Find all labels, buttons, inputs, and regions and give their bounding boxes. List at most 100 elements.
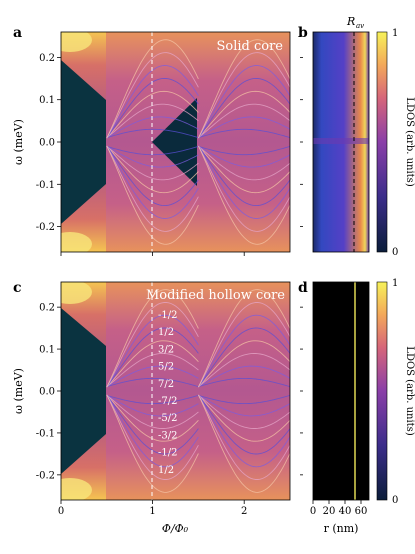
band-curve xyxy=(106,145,199,232)
band-curve xyxy=(106,65,199,139)
panel-d-frame xyxy=(312,281,370,501)
band-curve xyxy=(198,302,290,388)
panel-a-label: a xyxy=(13,25,22,41)
panel-d: d 0 20 40 60 r (nm) 1 0 LDOS (arb. units) xyxy=(298,278,415,535)
panel-c-x-ticks: 0 1 2 xyxy=(58,500,247,517)
band-curve xyxy=(198,145,290,219)
panel-a-x-ticks xyxy=(60,252,245,256)
mj-label: -5/2 xyxy=(158,413,177,424)
band-curve xyxy=(106,394,199,468)
band-curve xyxy=(198,128,290,139)
band-curve xyxy=(106,377,199,388)
x-tick-label: 20 xyxy=(323,506,336,517)
band-curve xyxy=(198,145,290,156)
y-tick-label: -0.1 xyxy=(36,180,55,191)
panel-c-bands xyxy=(106,289,290,493)
x-tick-label: 1 xyxy=(149,506,155,517)
y-tick-label: 0.2 xyxy=(39,53,55,64)
mj-label: -7/2 xyxy=(158,396,177,407)
y-tick-label: 0.0 xyxy=(39,387,55,398)
band-curve xyxy=(106,116,199,138)
panel-b-center-band xyxy=(313,138,369,144)
panel-c-gap-region xyxy=(61,308,106,474)
band-curve xyxy=(106,394,199,480)
y-tick-label: 0.1 xyxy=(39,95,55,106)
x-tick-label: 2 xyxy=(241,506,247,517)
panel-c-bright-top xyxy=(61,282,92,304)
colorbar-bottom-max: 1 xyxy=(392,278,398,289)
colorbar-bottom xyxy=(376,281,388,501)
band-curve xyxy=(106,145,199,207)
y-tick-label: -0.1 xyxy=(36,428,55,439)
mj-label: -1/2 xyxy=(158,310,177,321)
band-curve xyxy=(106,52,199,139)
panel-a-bright-top xyxy=(61,32,92,52)
band-curve xyxy=(106,394,199,455)
band-curve xyxy=(198,394,290,429)
band-curve xyxy=(106,314,199,388)
band-curve xyxy=(106,327,199,388)
panel-c: c Modified hollow core -1/21/23/25/27/2-… xyxy=(12,280,303,535)
panel-a-gap-region xyxy=(61,60,106,224)
mj-label: 1/2 xyxy=(158,465,174,476)
band-curve xyxy=(106,394,199,442)
band-curve xyxy=(106,77,199,139)
band-curve xyxy=(198,116,290,138)
band-curve xyxy=(106,394,199,417)
panel-c-x-label: Φ/Φ₀ xyxy=(162,522,189,535)
band-curve xyxy=(197,39,290,139)
band-curve xyxy=(198,90,290,139)
panel-c-y-ticks: -0.2 -0.1 0.0 0.1 0.2 xyxy=(36,303,303,481)
band-curve xyxy=(198,145,290,232)
colorbar-top-min: 0 xyxy=(392,247,398,258)
panel-b: b R av 1 0 LDOS (arb. units) xyxy=(298,15,415,258)
band-curve xyxy=(106,353,199,388)
band-curve xyxy=(106,302,199,388)
band-curve xyxy=(106,145,199,194)
x-tick-label: 0 xyxy=(58,506,64,517)
panel-a-bright-bottom xyxy=(61,232,92,252)
y-tick-label: 0.0 xyxy=(39,138,55,149)
band-curve xyxy=(198,145,290,207)
band-curve xyxy=(106,365,199,388)
band-curve xyxy=(198,394,290,480)
panel-a-gap-lobe2 xyxy=(152,98,197,186)
panel-b-frame xyxy=(312,31,370,253)
panel-d-x-label: r (nm) xyxy=(324,522,359,535)
band-curve xyxy=(198,394,290,417)
band-curve xyxy=(198,394,290,455)
band-curve xyxy=(106,145,199,181)
colorbar-bottom-label: LDOS (arb. units) xyxy=(404,346,415,436)
band-curve xyxy=(106,128,199,139)
panel-a-annotation: Solid core xyxy=(216,39,283,54)
panel-b-label: b xyxy=(298,25,308,41)
band-curve xyxy=(106,394,199,493)
band-curve xyxy=(106,145,199,245)
band-curve xyxy=(106,145,199,156)
band-curve xyxy=(198,394,290,442)
band-curve xyxy=(198,353,290,388)
panel-d-label: d xyxy=(298,280,308,296)
band-curve xyxy=(198,103,290,139)
mj-label: 5/2 xyxy=(158,362,174,373)
band-curve xyxy=(198,145,290,194)
band-curve xyxy=(106,289,199,388)
band-curve xyxy=(106,103,199,139)
panel-b-rav-subscript: av xyxy=(356,22,364,30)
colorbar-top-label: LDOS (arb. units) xyxy=(404,97,415,187)
band-curve xyxy=(198,365,290,388)
band-curve xyxy=(197,394,290,493)
y-tick-label: -0.2 xyxy=(36,470,55,481)
band-curve xyxy=(106,340,199,388)
panel-c-bright-bottom xyxy=(61,478,92,500)
colorbar-top xyxy=(376,31,388,253)
mj-label: 1/2 xyxy=(158,327,174,338)
band-curve xyxy=(198,52,290,139)
y-tick-label: 0.1 xyxy=(39,345,55,356)
x-tick-label: 60 xyxy=(355,506,368,517)
panel-d-heatmap xyxy=(313,282,369,500)
band-curve xyxy=(106,146,199,168)
panel-d-x-ticks: 0 20 40 60 xyxy=(310,500,368,517)
panel-c-label: c xyxy=(13,280,22,296)
